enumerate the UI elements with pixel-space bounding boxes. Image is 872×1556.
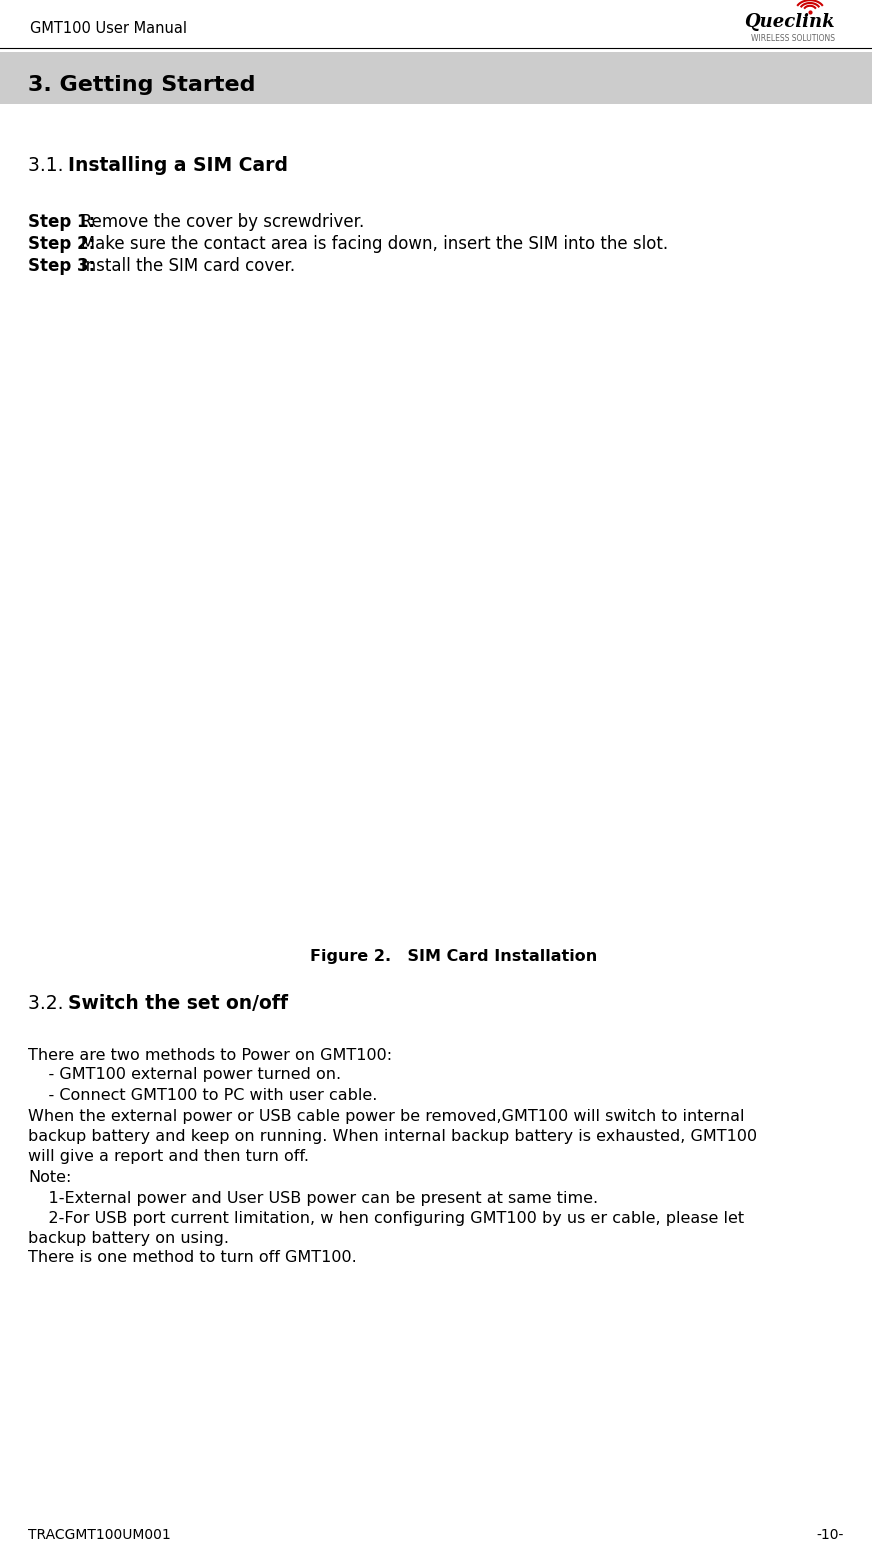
Text: will give a report and then turn off.: will give a report and then turn off.: [28, 1150, 309, 1164]
Text: backup battery on using.: backup battery on using.: [28, 1231, 229, 1245]
Text: backup battery and keep on running. When internal backup battery is exhausted, G: backup battery and keep on running. When…: [28, 1130, 757, 1145]
Text: Installing a SIM Card: Installing a SIM Card: [69, 156, 289, 174]
Text: Step 1:: Step 1:: [28, 213, 95, 230]
Bar: [0, 51, 872, 104]
Text: Figure 2.: Figure 2.: [310, 949, 392, 963]
Text: TRACGMT100UM001: TRACGMT100UM001: [28, 1528, 171, 1542]
Text: WIRELESS SOLUTIONS: WIRELESS SOLUTIONS: [751, 34, 835, 42]
Text: 3.1.: 3.1.: [28, 156, 70, 174]
Text: 3.2.: 3.2.: [28, 993, 70, 1013]
Text: Note:: Note:: [28, 1170, 72, 1186]
Text: Make sure the contact area is facing down, insert the SIM into the slot.: Make sure the contact area is facing dow…: [65, 235, 669, 254]
Text: SIM Card Installation: SIM Card Installation: [385, 949, 597, 963]
Text: Queclink: Queclink: [745, 12, 835, 31]
Text: Switch the set on/off: Switch the set on/off: [69, 993, 289, 1013]
Text: Step 2:: Step 2:: [28, 235, 95, 254]
Text: 2-For USB port current limitation, w hen configuring GMT100 by us er cable, plea: 2-For USB port current limitation, w hen…: [28, 1211, 744, 1226]
Text: Remove the cover by screwdriver.: Remove the cover by screwdriver.: [65, 213, 364, 230]
Text: -10-: -10-: [816, 1528, 844, 1542]
Text: - GMT100 external power turned on.: - GMT100 external power turned on.: [28, 1067, 341, 1083]
Text: Install the SIM card cover.: Install the SIM card cover.: [65, 257, 296, 275]
Text: GMT100 User Manual: GMT100 User Manual: [30, 20, 187, 36]
Text: When the external power or USB cable power be removed,GMT100 will switch to inte: When the external power or USB cable pow…: [28, 1109, 745, 1125]
Text: Step 3:: Step 3:: [28, 257, 95, 275]
Text: There is one method to turn off GMT100.: There is one method to turn off GMT100.: [28, 1251, 357, 1265]
Text: 3. Getting Started: 3. Getting Started: [28, 75, 255, 95]
Text: 1-External power and User USB power can be present at same time.: 1-External power and User USB power can …: [28, 1190, 598, 1206]
Text: There are two methods to Power on GMT100:: There are two methods to Power on GMT100…: [28, 1047, 392, 1063]
Text: - Connect GMT100 to PC with user cable.: - Connect GMT100 to PC with user cable.: [28, 1089, 378, 1103]
